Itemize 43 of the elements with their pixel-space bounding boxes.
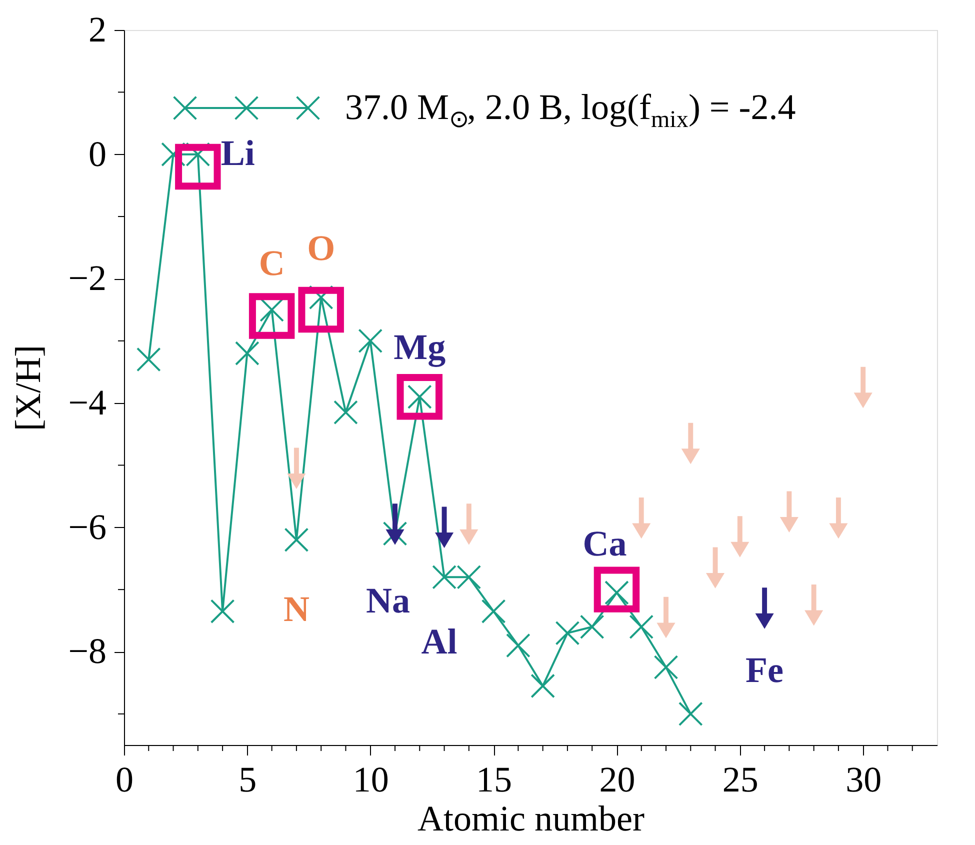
point — [235, 341, 260, 366]
x-tick-label: 15 — [476, 760, 512, 800]
x-tick-label: 20 — [599, 760, 636, 800]
annotation: Na — [366, 580, 410, 620]
y-axis-title: [X/H] — [8, 345, 48, 431]
point — [396, 374, 442, 420]
x-tick-label: 30 — [846, 760, 882, 800]
y-tick-label: −6 — [68, 506, 106, 547]
point — [654, 655, 678, 680]
point — [580, 614, 604, 640]
y-tick-label: −8 — [68, 631, 106, 672]
point — [334, 400, 358, 425]
point — [506, 633, 530, 658]
annotation: N — [283, 588, 310, 629]
point — [678, 702, 703, 726]
annotation: Ca — [582, 524, 627, 564]
y-tick-label: −4 — [68, 382, 106, 423]
point — [481, 599, 506, 624]
y-tick-label: 0 — [88, 134, 106, 174]
point — [298, 286, 344, 333]
annotation: O — [307, 228, 336, 268]
point — [136, 347, 161, 372]
point — [555, 620, 580, 646]
point — [629, 614, 654, 640]
x-tick-label: 5 — [238, 760, 257, 800]
y-tick-label: −2 — [68, 258, 106, 298]
y-tick-label: 2 — [88, 10, 106, 50]
annotation: Mg — [394, 326, 446, 367]
point — [175, 144, 221, 190]
point — [530, 674, 555, 698]
x-tick-label: 10 — [352, 760, 389, 800]
x-tick-label: 25 — [722, 760, 758, 800]
annotation: Al — [421, 621, 458, 662]
point — [248, 293, 295, 339]
point — [594, 566, 640, 612]
annotation: Fe — [746, 650, 784, 690]
annotation: C — [258, 243, 285, 283]
x-axis-title: Atomic number — [418, 798, 644, 838]
point — [210, 599, 235, 624]
x-tick-label: 0 — [116, 760, 134, 800]
point — [284, 528, 309, 552]
point — [358, 328, 383, 354]
annotation: Li — [220, 132, 255, 173]
